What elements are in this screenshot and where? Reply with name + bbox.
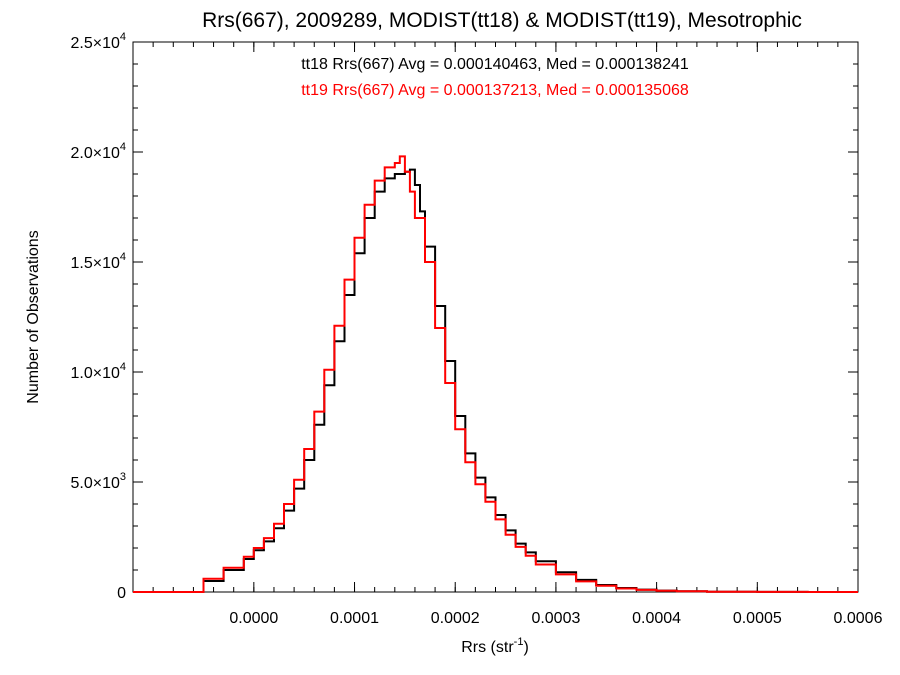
x-tick-label: 0.0005 bbox=[733, 610, 782, 627]
y-axis-title: Number of Observations bbox=[25, 230, 42, 403]
x-tick-label: 0.0001 bbox=[330, 610, 379, 627]
y-tick-label: 1.5×104 bbox=[70, 251, 126, 272]
x-tick-label: 0.0002 bbox=[431, 610, 480, 627]
y-tick-label: 1.0×104 bbox=[70, 361, 126, 382]
y-tick-label: 0 bbox=[117, 585, 126, 602]
y-axis: 0 5.0×103 1.0×104 1.5×104 2.0×104 2.5×104 bbox=[70, 31, 858, 602]
x-tick-label: 0.0006 bbox=[834, 610, 883, 627]
tt19-histogram-line bbox=[133, 155, 858, 593]
tt18-histogram-line bbox=[133, 168, 858, 593]
series-layer bbox=[133, 155, 858, 593]
x-tick-label: 0.0004 bbox=[632, 610, 681, 627]
x-axis-title: Rrs (str-1) bbox=[461, 636, 529, 656]
chart-title: Rrs(667), 2009289, MODIST(tt18) & MODIST… bbox=[202, 9, 802, 32]
x-tick-label: 0.0003 bbox=[531, 610, 580, 627]
x-tick-label: 0.0000 bbox=[229, 610, 278, 627]
y-tick-label: 2.0×104 bbox=[70, 141, 126, 162]
x-axis: 0.0000 0.0001 0.0002 0.0003 0.0004 0.0005 0.00… bbox=[132, 42, 883, 627]
y-tick-label: 2.5×104 bbox=[70, 31, 126, 52]
y-tick-label: 5.0×103 bbox=[70, 471, 126, 492]
tt18-stats-annotation: tt18 Rrs(667) Avg = 0.000140463, Med = 0… bbox=[301, 56, 689, 73]
tt19-stats-annotation: tt19 Rrs(667) Avg = 0.000137213, Med = 0… bbox=[301, 82, 689, 99]
